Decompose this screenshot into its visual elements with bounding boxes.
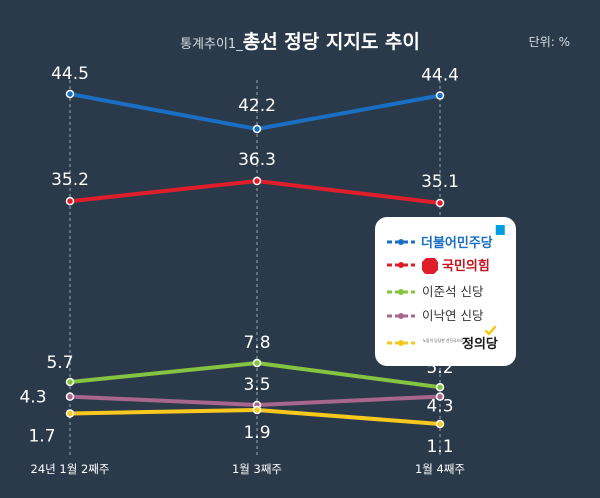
party-flag-icon xyxy=(495,225,505,235)
legend-label: 더불어민주당 xyxy=(421,235,493,251)
data-point xyxy=(252,176,262,186)
data-point xyxy=(65,392,75,401)
legend-label: 이준석 신당 xyxy=(422,284,484,299)
data-point xyxy=(252,358,262,368)
data-label: 44.5 xyxy=(51,64,89,84)
data-label: 1.1 xyxy=(426,437,453,457)
data-point xyxy=(435,392,445,401)
legend-swatch-dot xyxy=(398,289,404,295)
x-tick-label: 1월 3째주 xyxy=(232,462,282,476)
check-icon xyxy=(484,325,497,336)
legend-item-1: 국민의힘 xyxy=(387,258,490,274)
x-tick-label: 1월 4째주 xyxy=(415,462,465,476)
chart-header: 통계추이1_총선 정당 지지도 추이 단위: % xyxy=(180,31,570,53)
data-point xyxy=(435,91,445,100)
data-label: 4.3 xyxy=(19,388,46,408)
legend-label: 이낙연 신당 xyxy=(422,308,484,323)
data-label: 5.7 xyxy=(46,353,73,373)
data-point xyxy=(435,382,445,392)
legend-item-0: 더불어민주당 xyxy=(387,225,505,251)
party-logo-icon xyxy=(422,258,438,274)
series-4: 1.7 1.9 1.1 xyxy=(28,405,454,457)
legend-box xyxy=(375,217,516,366)
series-1: 35.2 36.3 35.1 xyxy=(51,150,459,208)
data-label: 35.2 xyxy=(51,170,89,190)
data-point xyxy=(65,377,75,387)
legend-swatch-dot xyxy=(398,239,404,245)
data-label: 44.4 xyxy=(421,66,459,86)
data-point xyxy=(65,409,75,418)
data-label: 4.3 xyxy=(426,397,453,417)
x-axis-labels: 24년 1월 2째주 1월 3째주 1월 4째주 xyxy=(31,462,465,476)
unit-label: 단위: % xyxy=(529,35,570,49)
data-point xyxy=(435,419,445,429)
legend-label: 정의당 xyxy=(462,336,498,352)
data-label: 36.3 xyxy=(238,150,276,170)
legend-swatch-dot xyxy=(398,262,404,268)
data-label: 1.7 xyxy=(28,427,55,447)
data-label: 35.1 xyxy=(421,172,459,192)
data-point xyxy=(65,89,75,99)
data-point xyxy=(252,405,262,415)
legend-item-2: 이준석 신당 xyxy=(387,284,484,299)
data-point xyxy=(252,124,262,134)
chart-title: 통계추이1_총선 정당 지지도 추이 xyxy=(180,31,420,53)
legend-swatch-dot xyxy=(398,340,404,346)
legend-item-3: 이낙연 신당 xyxy=(387,308,484,323)
chart-title-main: 총선 정당 지지도 추이 xyxy=(243,31,420,53)
data-label: 1.9 xyxy=(243,423,270,443)
x-tick-label: 24년 1월 2째주 xyxy=(31,462,110,476)
data-label: 42.2 xyxy=(238,96,276,116)
chart-title-prefix: 통계추이1_ xyxy=(180,37,243,52)
justice-slogan-text: 노동이 당당한 선진국으로 xyxy=(423,338,464,343)
legend-swatch-dot xyxy=(398,313,404,319)
data-label: 7.8 xyxy=(243,333,270,353)
series-3: 4.3 3.5 4.3 xyxy=(19,375,453,417)
series-0: 44.5 42.2 44.4 xyxy=(51,64,459,134)
data-point xyxy=(65,196,75,206)
legend-label: 국민의힘 xyxy=(442,258,490,274)
data-point xyxy=(435,198,445,208)
data-label: 3.5 xyxy=(243,375,270,395)
